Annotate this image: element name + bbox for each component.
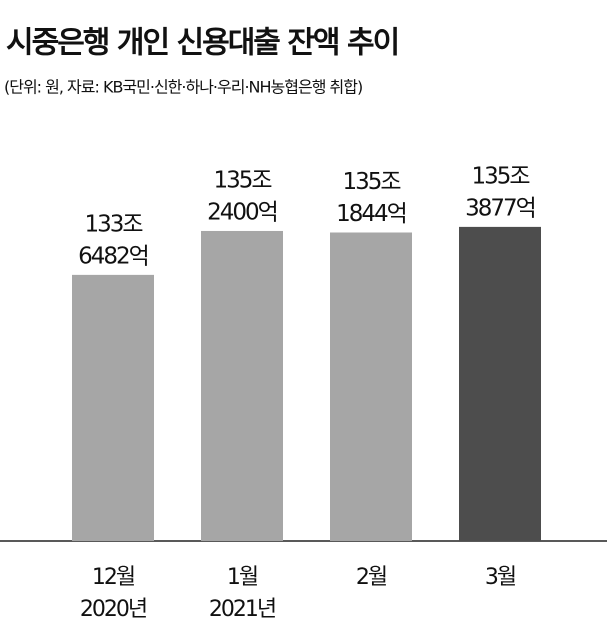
x-tick-label: 12월 (92, 565, 135, 590)
x-tick-label: 3월 (485, 565, 516, 590)
x-tick-label: 1월 (227, 565, 258, 590)
x-tick-label: 2021년 (209, 597, 275, 622)
chart-title: 시중은행 개인 신용대출 잔액 추이 (6, 26, 398, 61)
value-label: 2400억 (207, 199, 277, 225)
value-label: 135조 (342, 169, 400, 195)
value-label: 135조 (213, 167, 271, 193)
bar (459, 226, 541, 541)
bar (330, 232, 412, 542)
bar (201, 230, 283, 542)
chart-subtitle: (단위: 원, 자료: KB국민·신한·하나·우리·NH농협은행 취합) (4, 78, 362, 97)
value-label: 3877억 (465, 195, 535, 221)
value-label: 133조 (84, 211, 142, 237)
x-tick-label: 2월 (356, 565, 387, 590)
value-label: 6482억 (78, 243, 148, 269)
x-tick-label: 2020년 (80, 597, 146, 622)
value-label: 135조 (471, 163, 529, 189)
value-label: 1844억 (336, 201, 406, 227)
bar (72, 274, 154, 541)
